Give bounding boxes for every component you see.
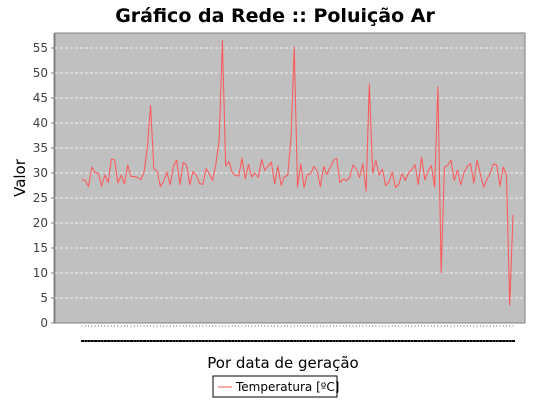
y-tick-label: 35 [33,141,48,155]
x-axis-label: Por data de geração [207,354,358,372]
x-axis [81,325,515,342]
y-tick-label: 25 [33,191,48,205]
y-tick-label: 45 [33,91,48,105]
y-tick-label: 50 [33,66,48,80]
legend-item-temperatura: Temperatura [ºC] [235,380,339,394]
y-axis: 0 5 10 15 20 25 30 35 40 45 50 55 [33,33,55,330]
y-tick-label: 0 [40,316,48,330]
y-tick-label: 5 [40,291,48,305]
series-layer [81,40,514,306]
y-tick-label: 20 [33,216,48,230]
y-tick-label: 55 [33,41,48,55]
y-tick-label: 10 [33,266,48,280]
y-axis-label: Valor [11,158,29,197]
series-line-temperatura [81,40,514,306]
plot-area [54,32,526,324]
chart-title: Gráfico da Rede :: Poluição Ar [115,5,435,27]
legend-box [212,375,338,398]
legend: Temperatura [ºC] [212,375,339,398]
y-tick-label: 40 [33,116,48,130]
y-tick-label: 30 [33,166,48,180]
y-tick-label: 15 [33,241,48,255]
